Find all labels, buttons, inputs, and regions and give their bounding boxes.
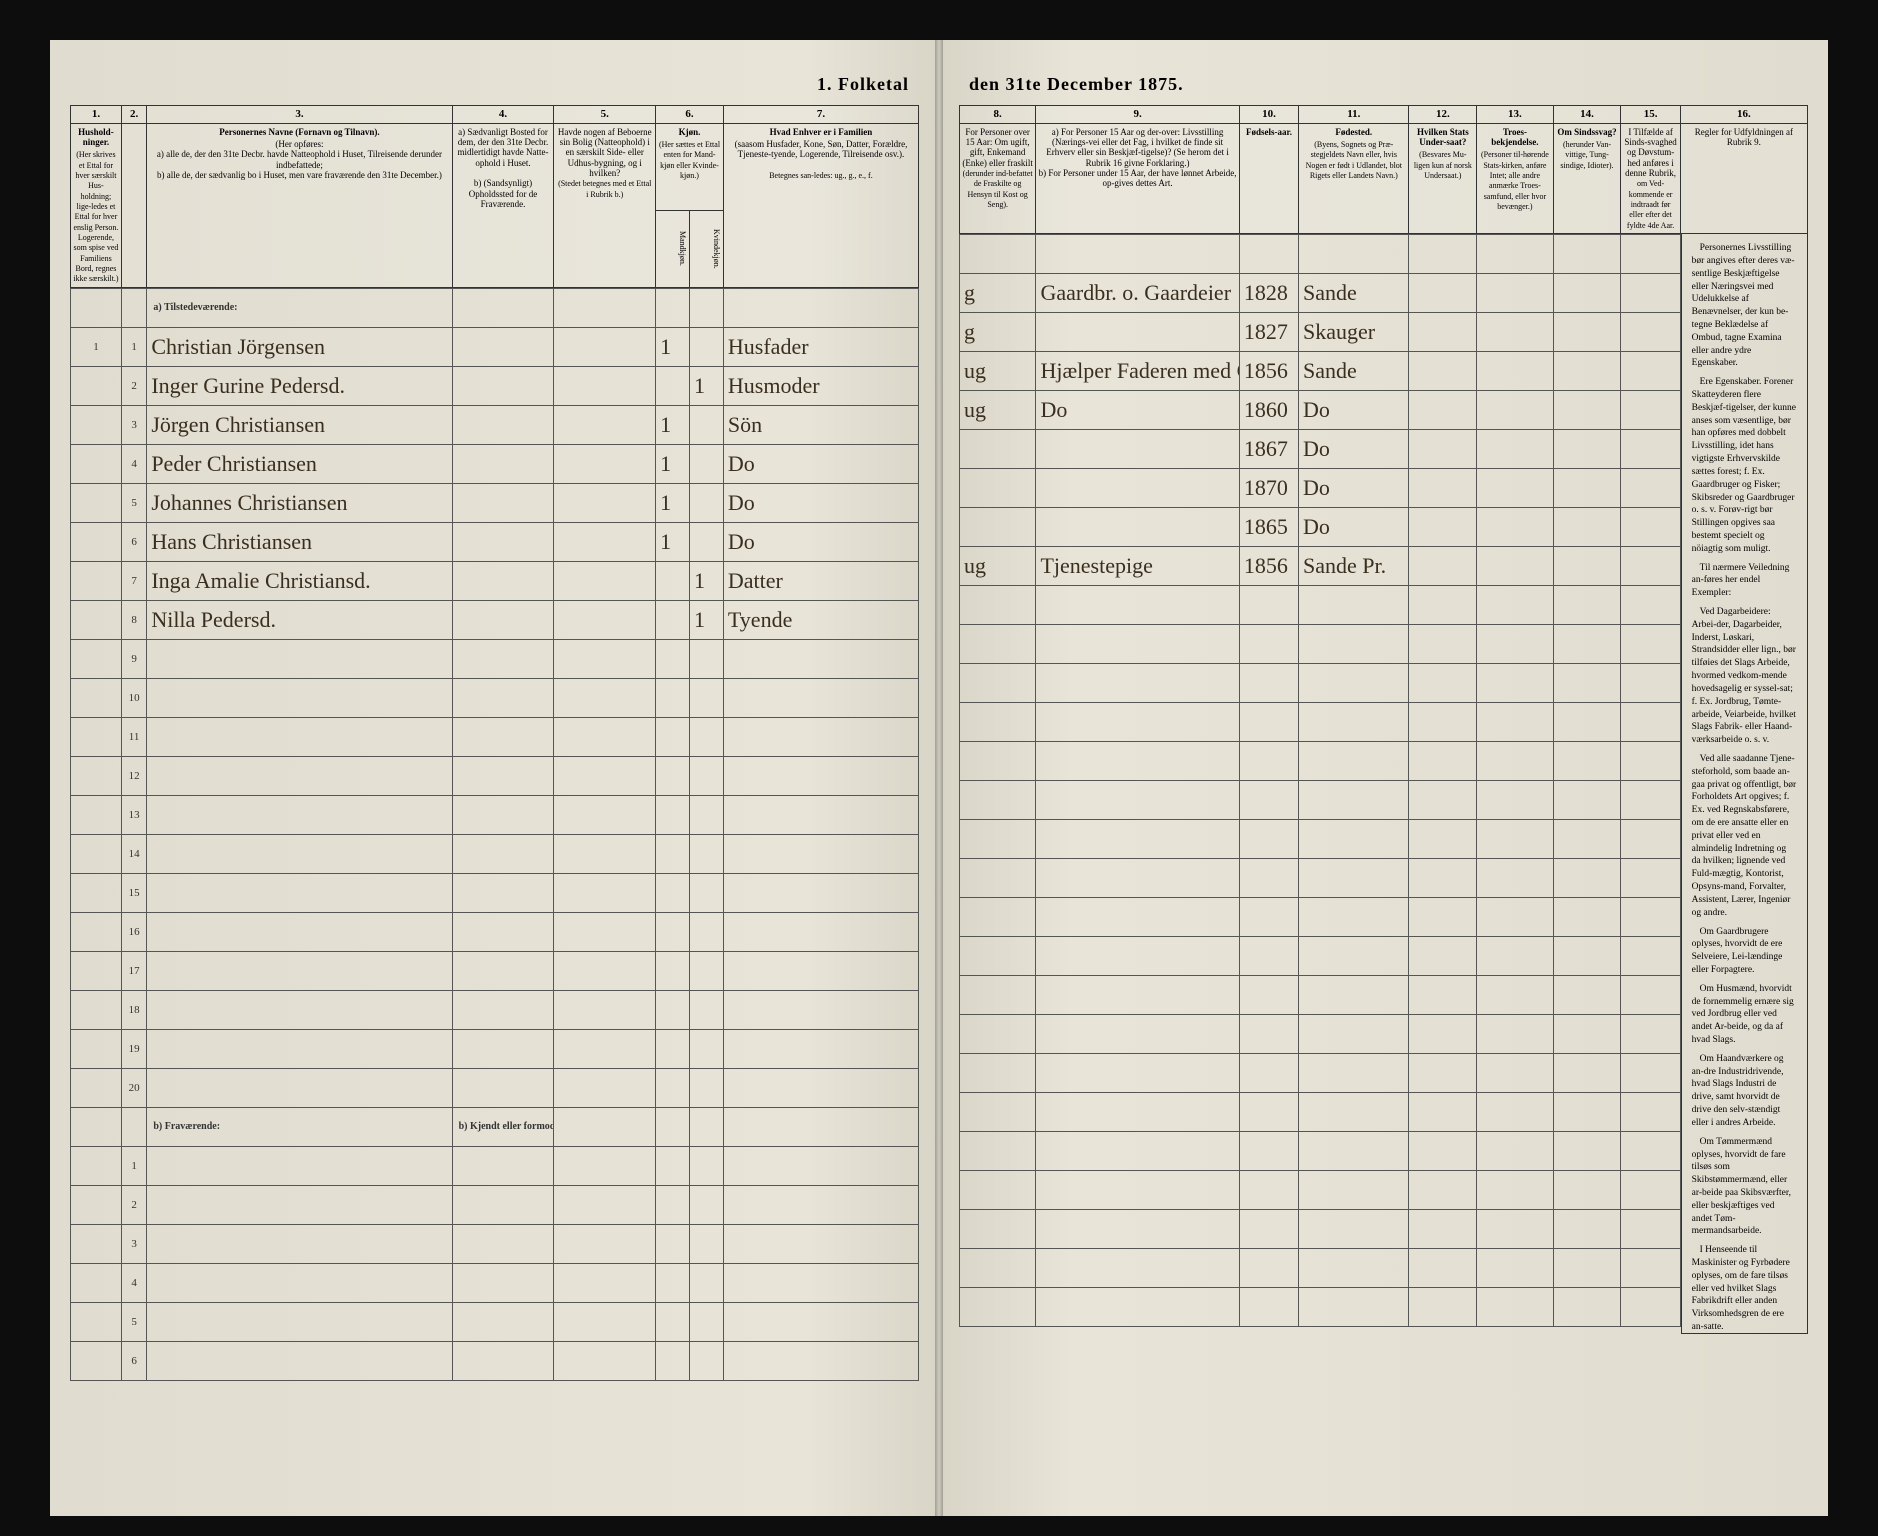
h1: Hushold- ninger. (Her skrives et Ettal f… xyxy=(71,123,122,287)
h7: Hvad Enhver er i Familien (saasom Husfad… xyxy=(723,123,918,287)
coln-12: 12. xyxy=(1409,106,1477,124)
coln-13: 13. xyxy=(1477,106,1553,124)
book-scan: 1. Folketal 1. 2. 3. 4. 5. 6. 7. xyxy=(0,0,1878,1536)
coln-1: 1. xyxy=(71,106,122,124)
right-header: 8. 9. 10. 11. 12. 13. 14. 15. 16. For Pe… xyxy=(959,105,1808,234)
rules-paragraph: Ved Dagarbeidere: Arbei-der, Dagarbeider… xyxy=(1692,606,1797,747)
coln-9: 9. xyxy=(1036,106,1240,124)
left-page: 1. Folketal 1. 2. 3. 4. 5. 6. 7. xyxy=(50,40,939,1516)
h2 xyxy=(121,123,146,287)
h6m: Mandkjøn. xyxy=(656,210,690,287)
coln-14: 14. xyxy=(1553,106,1621,124)
rules-paragraph: Personernes Livsstilling bør angives eft… xyxy=(1692,242,1797,370)
coln-2: 2. xyxy=(121,106,146,124)
left-body: a) Tilstedeværende:11Christian Jörgensen… xyxy=(70,288,919,1381)
right-body: gGaardbr. o. Gaardeier1828Sandeg1827Skau… xyxy=(959,234,1681,1327)
rules-paragraph: Om Tømmermænd oplyses, hvorvidt de fare … xyxy=(1692,1136,1797,1239)
h14: Om Sindssvag? (herunder Van-vittige, Tun… xyxy=(1553,123,1621,233)
h10: Fødsels-aar. xyxy=(1239,123,1298,233)
h6k: Kvindekjøn. xyxy=(690,210,724,287)
rules-paragraph: Ved alle saadanne Tjene-steforhold, som … xyxy=(1692,753,1797,920)
coln-3: 3. xyxy=(147,106,452,124)
coln-5: 5. xyxy=(554,106,656,124)
left-header: 1. 2. 3. 4. 5. 6. 7. Hushold- ninger. (H… xyxy=(70,105,919,288)
rules-column: Personernes Livsstilling bør angives eft… xyxy=(1681,234,1808,1334)
h12: Hvilken Stats Under-saat? (Besvares Mu-l… xyxy=(1409,123,1477,233)
coln-7: 7. xyxy=(723,106,918,124)
coln-6: 6. xyxy=(656,106,724,124)
rules-paragraph: Om Haandværkere og an-dre Industridriven… xyxy=(1692,1053,1797,1130)
h3: Personernes Navne (Fornavn og Tilnavn). … xyxy=(147,123,452,287)
h16: Regler for Udfyldningen af Rubrik 9. xyxy=(1680,123,1807,233)
h11: Fødested. (Byens, Sognets og Præ-stegjel… xyxy=(1299,123,1409,233)
h9: a) For Personer 15 Aar og der-over: Livs… xyxy=(1036,123,1240,233)
coln-15: 15. xyxy=(1621,106,1680,124)
coln-16: 16. xyxy=(1680,106,1807,124)
rules-paragraph: Til nærmere Veiledning an-føres her ende… xyxy=(1692,562,1797,600)
h4: a) Sædvanligt Bosted for dem, der den 31… xyxy=(452,123,554,287)
page-spread: 1. Folketal 1. 2. 3. 4. 5. 6. 7. xyxy=(50,40,1828,1516)
rules-paragraph: Om Gaardbrugere oplyses, hvorvidt de ere… xyxy=(1692,926,1797,977)
coln-4: 4. xyxy=(452,106,554,124)
rules-paragraph: Ere Egenskaber. Forener Skatteyderen fle… xyxy=(1692,376,1797,555)
title-left: 1. Folketal xyxy=(70,70,919,105)
rules-paragraph: Om Husmænd, hvorvidt de fornemmelig ernæ… xyxy=(1692,983,1797,1047)
coln-10: 10. xyxy=(1239,106,1298,124)
h6: Kjøn. (Her sættes et Ettal enten for Man… xyxy=(656,123,724,210)
title-right: den 31te December 1875. xyxy=(959,70,1808,105)
h13: Troes-bekjendelse. (Personer til-hørende… xyxy=(1477,123,1553,233)
coln-8: 8. xyxy=(960,106,1036,124)
right-page: den 31te December 1875. 8. 9. 10. 11. 12… xyxy=(939,40,1828,1516)
rules-paragraph: I Henseende til Maskinister og Fyrbødere… xyxy=(1692,1244,1797,1334)
book-spine xyxy=(935,40,943,1516)
h15: I Tilfælde af Sinds-svaghed og Døvstum-h… xyxy=(1621,123,1680,233)
h8: For Personer over 15 Aar: Om ugift, gift… xyxy=(960,123,1036,233)
coln-11: 11. xyxy=(1299,106,1409,124)
h5: Havde nogen af Beboerne sin Bolig (Natte… xyxy=(554,123,656,287)
